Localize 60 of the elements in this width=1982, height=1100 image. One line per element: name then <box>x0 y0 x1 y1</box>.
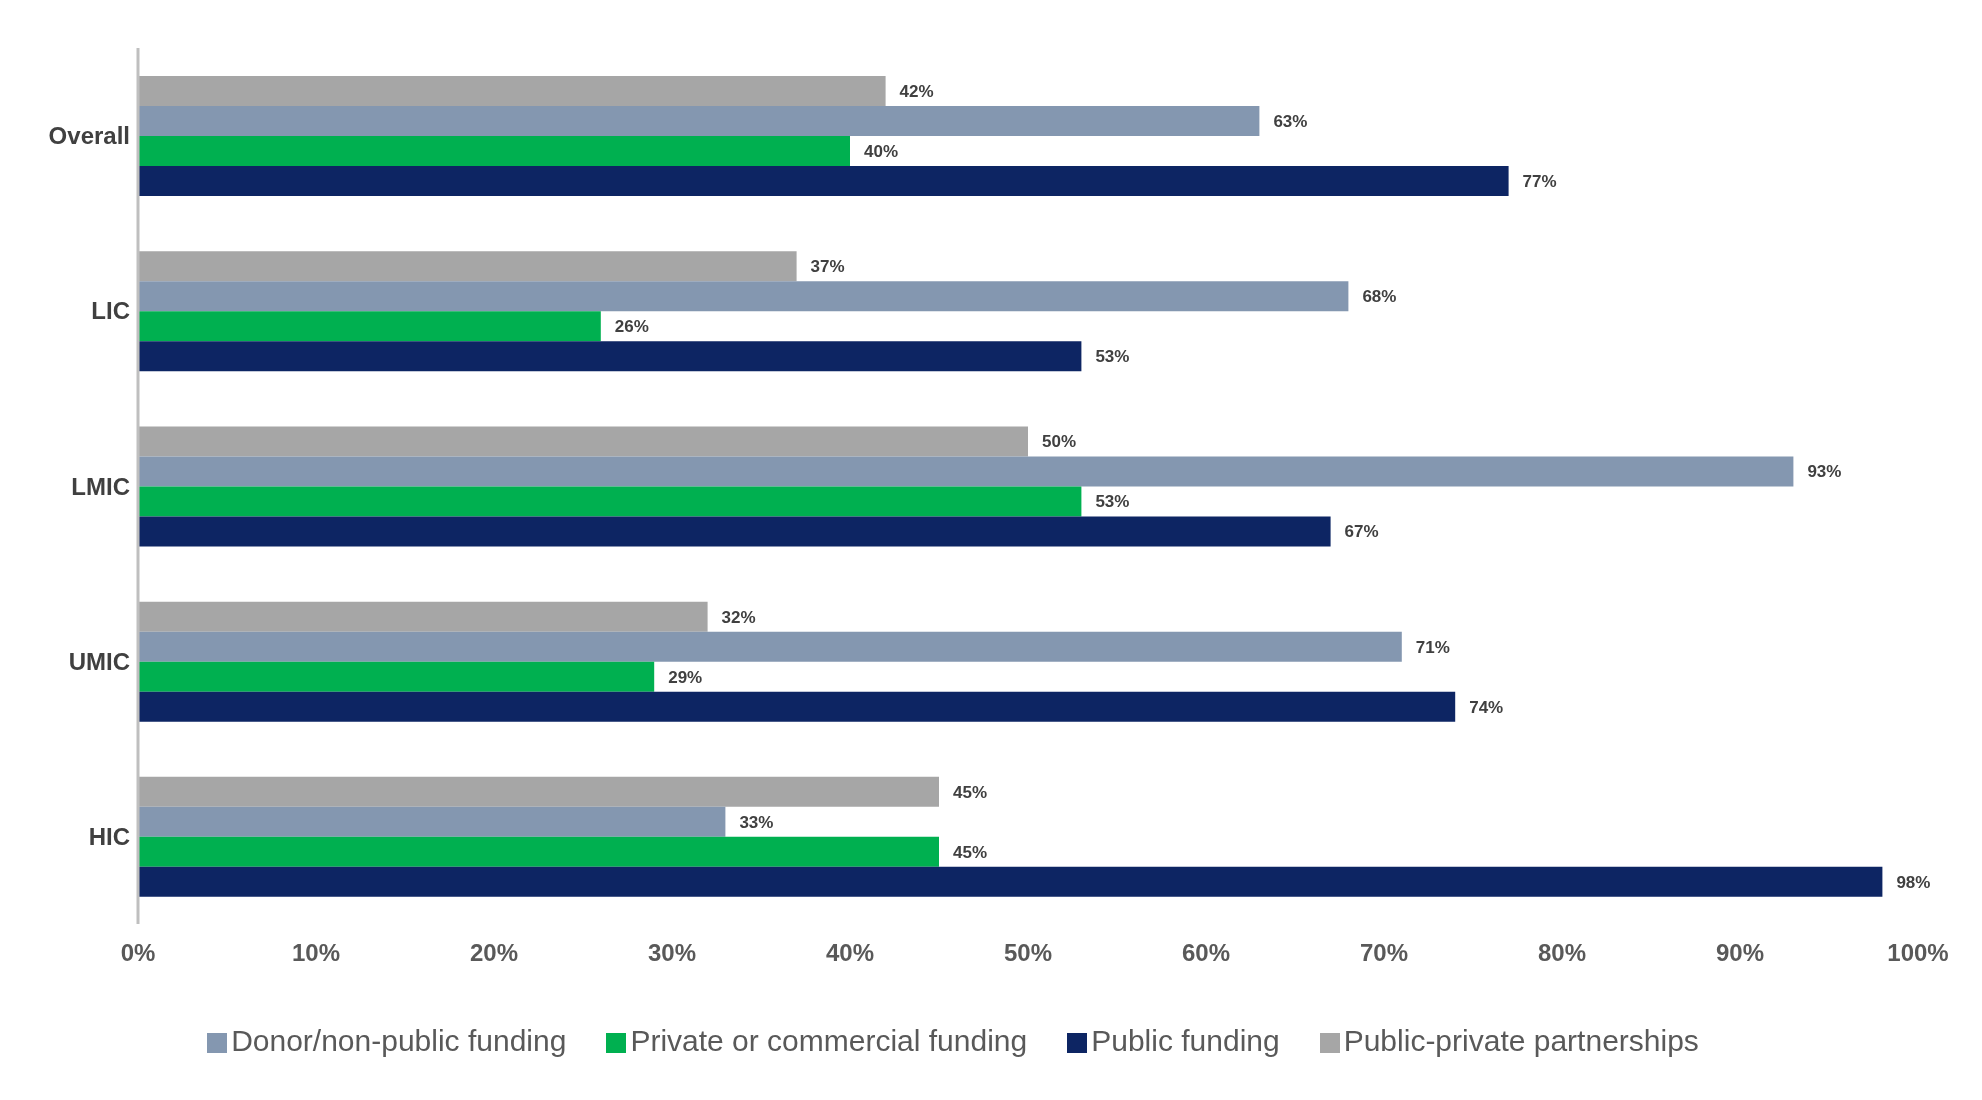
legend-label: Donor/non-public funding <box>231 1024 567 1057</box>
bar <box>138 456 1794 487</box>
data-label: 68% <box>1362 287 1397 307</box>
data-label: 33% <box>739 812 774 832</box>
data-label: 45% <box>953 782 988 802</box>
data-label: 50% <box>1042 432 1077 452</box>
bar <box>138 486 1082 517</box>
bar <box>138 251 797 282</box>
y-tick-label: LMIC <box>71 472 130 500</box>
y-tick-label: LIC <box>91 297 130 325</box>
bar <box>138 806 726 837</box>
bar <box>138 776 939 807</box>
x-tick-label: 60% <box>1181 939 1231 967</box>
y-tick-label: Overall <box>48 122 130 150</box>
bar <box>138 136 850 167</box>
data-label: 32% <box>721 607 756 627</box>
bar <box>138 601 708 632</box>
bar <box>138 311 601 342</box>
y-tick-label: HIC <box>88 822 130 850</box>
bar <box>138 631 1402 662</box>
data-label: 53% <box>1095 492 1130 512</box>
data-label: 67% <box>1344 522 1379 542</box>
bar <box>138 426 1028 457</box>
x-tick-label: 0% <box>120 939 156 967</box>
x-tick-label: 10% <box>291 939 341 967</box>
data-label: 53% <box>1095 347 1130 367</box>
data-label: 40% <box>864 142 899 162</box>
bar <box>138 166 1509 197</box>
bar <box>138 106 1260 137</box>
legend-label: Public funding <box>1091 1024 1280 1057</box>
y-tick-label: UMIC <box>68 647 130 675</box>
x-tick-label: 80% <box>1537 939 1587 967</box>
x-tick-label: 70% <box>1359 939 1409 967</box>
data-label: 37% <box>810 257 845 277</box>
bar <box>138 341 1082 372</box>
x-tick-label: 40% <box>825 939 875 967</box>
data-label: 29% <box>668 667 703 687</box>
data-label: 98% <box>1896 872 1931 892</box>
x-tick-label: 90% <box>1715 939 1765 967</box>
legend-label: Private or commercial funding <box>630 1024 1028 1057</box>
data-label: 45% <box>953 842 988 862</box>
bar <box>138 691 1456 722</box>
bar <box>138 76 886 107</box>
data-label: 77% <box>1522 172 1557 192</box>
x-tick-label: 50% <box>1003 939 1053 967</box>
data-label: 42% <box>899 82 934 102</box>
bar <box>138 866 1883 897</box>
data-label: 63% <box>1273 112 1308 132</box>
bar <box>138 281 1349 312</box>
x-tick-label: 20% <box>469 939 519 967</box>
data-label: 71% <box>1415 637 1450 657</box>
bar <box>138 516 1331 547</box>
data-label: 93% <box>1807 462 1842 482</box>
data-label: 26% <box>614 317 649 337</box>
data-label: 74% <box>1469 697 1504 717</box>
bar <box>138 836 939 867</box>
legend-label: Public-private partnerships <box>1343 1024 1699 1057</box>
x-tick-label: 100% <box>1887 939 1949 967</box>
bar <box>138 661 655 692</box>
x-tick-label: 30% <box>647 939 697 967</box>
